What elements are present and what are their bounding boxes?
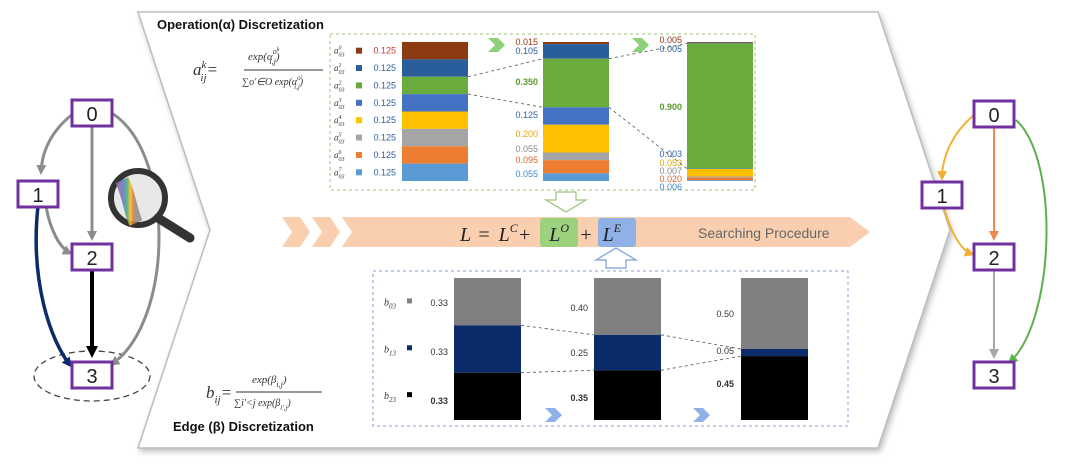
stack-value-label: 0.055	[515, 169, 538, 179]
stack-value-label: 0.25	[570, 348, 588, 358]
stack-segment	[741, 356, 808, 420]
stack-segment	[741, 278, 808, 349]
op-legend-swatch	[356, 65, 362, 71]
stack-segment	[741, 349, 808, 356]
stack-segment	[594, 278, 661, 335]
stack-value-label: 0.006	[659, 182, 682, 192]
stack-value-label: 0.05	[716, 346, 734, 356]
stack-segment	[543, 107, 609, 124]
stack-segment	[687, 169, 753, 176]
stack-value-label: 0.125	[373, 80, 396, 90]
right-node-1: 1	[936, 186, 947, 208]
stack-value-label: 0.33	[430, 396, 448, 406]
left-edge-1-2	[46, 206, 70, 253]
stack-segment	[543, 42, 609, 44]
operation-weights-chart: 0.125 0.125 0.125 0.125 0.125 0.125 0.125 0.125…	[373, 35, 753, 192]
right-edge-0-1	[942, 115, 974, 178]
stack-value-label: 0.055	[515, 144, 538, 154]
left-node-2: 2	[86, 248, 97, 270]
stack-value-label: 0.45	[716, 379, 734, 389]
edge-legend-swatch	[407, 345, 412, 350]
op-legend-swatch	[356, 117, 362, 123]
right-node-0: 0	[988, 105, 999, 127]
stack-value-label: 0.005	[659, 44, 682, 54]
stack-segment	[402, 129, 468, 146]
edge-legend-swatch	[407, 392, 412, 397]
stack-segment	[687, 177, 753, 180]
stack-value-label: 0.40	[570, 303, 588, 313]
left-node-0: 0	[86, 104, 97, 126]
stack-segment	[687, 43, 753, 44]
stack-value-label: 0.50	[716, 309, 734, 319]
stack-value-label: 0.125	[373, 167, 396, 177]
stack-segment	[402, 42, 468, 59]
stack-value-label: 0.125	[373, 133, 396, 143]
stack-segment	[402, 94, 468, 111]
left-graph: 0 1 2 3	[18, 100, 190, 401]
op-legend-swatch	[356, 169, 362, 175]
stack-value-label: 0.350	[515, 77, 538, 87]
stack-value-label: 0.125	[373, 115, 396, 125]
stack-segment	[687, 176, 753, 177]
stack-segment	[543, 153, 609, 161]
stack-segment	[402, 59, 468, 76]
stack-value-label: 0.095	[515, 155, 538, 165]
magnifier-icon	[111, 171, 190, 238]
stack-value-label: 0.35	[570, 393, 588, 403]
stack-segment	[594, 335, 661, 371]
stack-segment	[543, 59, 609, 108]
left-node-1: 1	[32, 185, 43, 207]
op-legend-swatch	[356, 135, 362, 141]
edge-title: Edge (β) Discretization	[173, 419, 314, 434]
stack-value-label: 0.33	[430, 298, 448, 308]
stack-value-label: 0.125	[515, 110, 538, 120]
left-node-3: 3	[86, 366, 97, 388]
stack-value-label: 0.125	[373, 63, 396, 73]
stack-segment	[543, 44, 609, 59]
stack-segment	[454, 373, 521, 420]
stack-segment	[454, 278, 521, 325]
stack-segment	[543, 173, 609, 181]
procedure-label: Searching Procedure	[698, 225, 830, 241]
stack-segment	[402, 77, 468, 94]
stack-value-label: 0.105	[515, 46, 538, 56]
stack-segment	[543, 125, 609, 153]
stack-segment	[454, 325, 521, 372]
stack-segment	[687, 180, 753, 181]
op-legend-swatch	[356, 48, 362, 54]
right-node-2: 2	[988, 248, 999, 270]
stack-value-label: 0.125	[373, 46, 396, 56]
stack-segment	[543, 160, 609, 173]
left-edge-0-3	[110, 112, 159, 364]
stack-segment	[402, 112, 468, 129]
stack-segment	[402, 146, 468, 163]
stack-value-label: 0.125	[373, 150, 396, 160]
stack-segment	[687, 43, 753, 168]
left-edge-0-1	[41, 113, 74, 172]
edge-legend-swatch	[407, 298, 412, 303]
stack-segment	[594, 370, 661, 420]
edge-weights-chart: 0.33 0.33 0.33 0.40 0.25 0.35 0.50 0.05 0.45	[430, 278, 808, 420]
stack-value-label: 0.900	[659, 102, 682, 112]
right-edge-0-3	[1010, 120, 1047, 362]
stack-value-label: 0.33	[430, 347, 448, 357]
stack-value-label: 0.125	[373, 98, 396, 108]
right-node-3: 3	[988, 366, 999, 388]
stack-segment	[687, 42, 753, 43]
operation-title: Operation(α) Discretization	[157, 17, 324, 32]
stack-value-label: 0.200	[515, 129, 538, 139]
stack-segment	[402, 164, 468, 181]
op-legend-swatch	[356, 82, 362, 88]
op-legend-swatch	[356, 152, 362, 158]
op-legend-swatch	[356, 100, 362, 106]
